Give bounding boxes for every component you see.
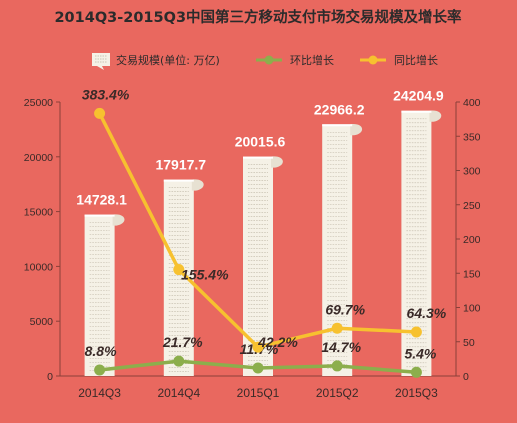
legend-item-yoy: 同比增长 [360,53,438,67]
legend-qoq-label: 环比增长 [290,53,334,67]
left-tick-label: 0 [47,371,53,383]
qoq-point [331,360,343,372]
bar-curl [191,179,204,191]
bar-value-label: 17917.7 [155,157,206,173]
yoy-point [94,107,106,119]
bar-curl [112,214,125,226]
right-tick-label: 350 [463,131,481,143]
qoq-point [94,364,106,376]
yoy-value-label: 69.7% [325,301,365,317]
yoy-point [252,341,264,353]
right-tick-label: 150 [463,268,481,280]
legend-item-qoq: 环比增长 [256,53,334,67]
right-tick-label: 200 [463,234,481,246]
yoy-point [410,326,422,338]
category-labels: 2014Q3 2014Q4 2015Q1 2015Q2 2015Q3 [78,386,438,400]
x-tick-label: 2015Q3 [395,386,438,400]
legend-qoq-swatch-dot [264,55,274,65]
right-tick-label: 0 [463,371,469,383]
bar-value-label: 20015.6 [235,134,286,150]
bar [322,124,353,376]
legend-volume-swatch [92,53,110,70]
bar-value-label: 14728.1 [76,192,127,208]
qoq-value-label: 8.8% [85,343,117,359]
bar-value-label: 22966.2 [314,101,365,117]
bar-top-edge [84,214,115,217]
bar [84,214,115,376]
legend-item-volume: 交易规模(单位: 万亿) [92,53,220,70]
qoq-value-label: 14.7% [321,339,361,355]
right-tick-label: 300 [463,166,481,178]
right-tick-label: 100 [463,303,481,315]
bar-top-edge [401,110,432,113]
qoq-value-label: 21.7% [162,334,203,350]
yoy-point [173,264,185,276]
qoq-point [252,362,264,374]
yoy-value-label: 383.4% [82,86,130,102]
bar-group: 17917.7 [155,157,206,376]
x-tick-label: 2015Q2 [316,386,359,400]
bar-top-edge [243,156,273,159]
left-tick-label: 15000 [24,207,53,219]
qoq-point [410,366,422,378]
yoy-point [331,322,343,334]
left-axis-ticks: 0 5000 10000 15000 20000 25000 [24,97,60,383]
legend-yoy-swatch-dot [368,55,378,65]
bars: 14728.1 17917.7 20015.6 22966.2 24204.9 [76,88,444,376]
chart-title: 2014Q3-2015Q3中国第三方移动支付市场交易规模及增长率 [54,8,462,26]
qoq-value-label: 5.4% [404,345,436,361]
yoy-value-label: 155.4% [181,267,229,283]
bar-curl [429,110,442,122]
left-tick-label: 20000 [24,152,53,164]
legend-yoy-label: 同比增长 [394,53,438,67]
bar-group: 22966.2 [314,101,365,376]
right-tick-label: 250 [463,200,481,212]
bar-top-edge [322,124,353,127]
yoy-value-label: 64.3% [407,305,447,321]
right-tick-label: 50 [463,337,475,349]
yoy-value-label: 42.2% [257,334,298,350]
bar-group: 14728.1 [76,192,127,376]
bar-top-edge [163,179,194,182]
right-tick-label: 400 [463,97,481,109]
left-tick-label: 5000 [30,316,54,328]
bar-curl [271,156,283,168]
bar-value-label: 24204.9 [393,88,444,104]
x-tick-label: 2014Q3 [78,386,121,400]
qoq-point [173,355,185,367]
right-axis-ticks: 0 50 100 150 200 250 300 350 400 [456,97,481,383]
left-tick-label: 25000 [24,97,53,109]
x-tick-label: 2015Q1 [237,386,280,400]
bar-curl [350,124,363,136]
x-tick-label: 2014Q4 [157,386,200,400]
legend: 交易规模(单位: 万亿) 环比增长 同比增长 [92,53,438,70]
series-lines: 8.8%21.7%11.7%14.7%5.4%383.4%155.4%42.2%… [82,86,447,378]
left-tick-label: 10000 [24,261,53,273]
legend-volume-label: 交易规模(单位: 万亿) [116,53,220,67]
